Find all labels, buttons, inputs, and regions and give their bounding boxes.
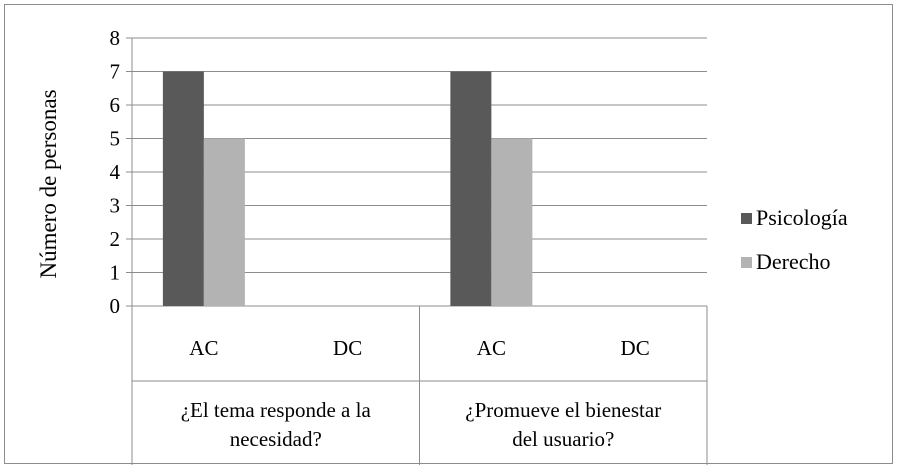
x-category-label: AC [189,336,218,360]
legend-item-psicologia: Psicología [741,205,848,231]
x-group-label: del usuario? [512,427,614,451]
y-tick-label: 0 [110,294,121,318]
x-group-label: ¿Promueve el bienestar [465,398,661,422]
y-tick-label: 3 [110,194,121,218]
bar-derecho-2 [491,138,533,306]
y-tick-label: 7 [110,60,121,84]
y-tick-label: 1 [110,261,121,285]
y-tick-label: 2 [110,227,121,251]
x-category-label: AC [477,336,506,360]
y-tick-label: 6 [110,93,121,117]
x-category-label: DC [333,336,362,360]
x-group-label: necesidad? [230,427,322,451]
bar-derecho-0 [203,138,245,306]
bar-psicologa-2 [450,71,492,306]
chart-frame: 0 1 2 3 4 5 6 7 8 Número de personas AC DC AC DC ¿El t… [4,4,893,465]
y-tick-label: 4 [110,160,121,184]
x-group-label: ¿El tema responde a la [181,398,372,422]
legend-swatch-psicologia [741,212,752,224]
legend-item-derecho: Derecho [741,249,848,275]
legend: Psicología Derecho [741,205,848,293]
x-category-label: DC [621,336,650,360]
y-tick-label: 5 [110,127,121,151]
legend-label-derecho: Derecho [756,249,831,274]
y-tick-label: 8 [110,26,121,50]
y-axis-title: Número de personas [36,89,61,278]
legend-label-psicologia: Psicología [756,205,848,230]
legend-swatch-derecho [741,256,752,268]
bar-chart: 0 1 2 3 4 5 6 7 8 Número de personas AC DC AC DC ¿El t… [36,26,708,465]
bar-psicologa-0 [162,71,204,306]
